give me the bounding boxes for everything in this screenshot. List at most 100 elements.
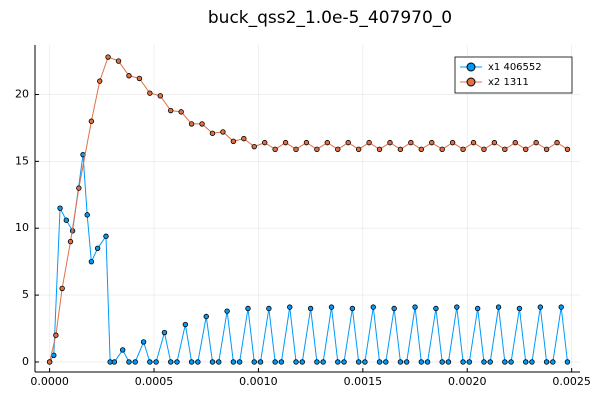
point bbox=[88, 258, 95, 265]
y-tick-label: 20 bbox=[15, 87, 29, 100]
point bbox=[63, 217, 70, 223]
point bbox=[523, 146, 529, 153]
point bbox=[53, 332, 59, 338]
point bbox=[147, 359, 153, 365]
point bbox=[224, 308, 230, 314]
point bbox=[303, 139, 310, 146]
point bbox=[391, 305, 397, 312]
point bbox=[94, 245, 101, 251]
point bbox=[282, 139, 289, 146]
point bbox=[188, 359, 195, 365]
series-line bbox=[49, 154, 568, 363]
point bbox=[495, 304, 502, 310]
point bbox=[439, 359, 445, 365]
point bbox=[341, 359, 347, 365]
point bbox=[251, 143, 257, 150]
point bbox=[335, 359, 341, 365]
point bbox=[355, 359, 362, 365]
point bbox=[366, 139, 372, 146]
point bbox=[418, 359, 425, 365]
point bbox=[412, 304, 418, 310]
legend-marker bbox=[466, 77, 476, 87]
point bbox=[126, 73, 132, 79]
point bbox=[362, 359, 368, 365]
point bbox=[216, 359, 222, 365]
point bbox=[157, 93, 163, 99]
point bbox=[470, 139, 477, 146]
point bbox=[88, 118, 95, 124]
point bbox=[126, 359, 132, 365]
point bbox=[324, 139, 331, 146]
x-tick-label: 0.0000 bbox=[30, 375, 69, 388]
point bbox=[454, 304, 460, 310]
point bbox=[241, 135, 247, 142]
x-tick-label: 0.0025 bbox=[552, 375, 591, 388]
point bbox=[105, 54, 111, 60]
point bbox=[220, 129, 226, 135]
point bbox=[136, 75, 143, 82]
point bbox=[512, 139, 518, 146]
point bbox=[508, 359, 514, 365]
point bbox=[168, 107, 174, 114]
point bbox=[278, 359, 285, 365]
point bbox=[474, 305, 481, 312]
point bbox=[424, 359, 431, 365]
point bbox=[236, 359, 243, 365]
point bbox=[209, 359, 216, 365]
point bbox=[293, 146, 299, 153]
legend-label: x1 406552 bbox=[488, 62, 542, 73]
point bbox=[299, 359, 305, 365]
point bbox=[307, 305, 314, 312]
point bbox=[335, 146, 341, 153]
point bbox=[97, 78, 103, 84]
point bbox=[188, 121, 195, 127]
point bbox=[502, 146, 508, 153]
point bbox=[529, 359, 535, 365]
point bbox=[174, 359, 180, 365]
y-tick-label: 0 bbox=[22, 355, 29, 368]
point bbox=[537, 304, 544, 310]
point bbox=[314, 146, 320, 153]
point bbox=[251, 359, 257, 365]
point bbox=[203, 313, 209, 320]
point bbox=[257, 359, 264, 365]
point bbox=[168, 359, 174, 365]
point bbox=[245, 305, 251, 312]
point bbox=[487, 359, 493, 365]
point bbox=[195, 359, 201, 365]
point bbox=[429, 139, 435, 146]
point bbox=[370, 304, 376, 310]
x-tick-label: 0.0015 bbox=[344, 375, 383, 388]
x-tick-label: 0.0020 bbox=[448, 375, 487, 388]
point bbox=[558, 304, 564, 310]
point bbox=[140, 339, 147, 345]
point bbox=[397, 146, 404, 153]
point bbox=[51, 352, 57, 358]
y-tick-label: 15 bbox=[15, 154, 29, 167]
point bbox=[376, 146, 383, 153]
point bbox=[533, 139, 539, 146]
point bbox=[349, 305, 356, 312]
x-tick-label: 0.0010 bbox=[239, 375, 278, 388]
y-tick-label: 5 bbox=[22, 288, 29, 301]
point bbox=[397, 359, 404, 365]
point bbox=[103, 233, 109, 239]
point bbox=[376, 359, 383, 365]
point bbox=[328, 304, 335, 310]
point bbox=[182, 321, 189, 328]
point bbox=[84, 212, 90, 218]
legend-label: x2 1311 bbox=[488, 77, 529, 88]
y-tick-label: 10 bbox=[15, 221, 29, 234]
point bbox=[543, 146, 550, 153]
legend: x1 406552 x2 1311 bbox=[454, 56, 573, 94]
point bbox=[481, 146, 487, 153]
point bbox=[433, 305, 439, 312]
point bbox=[46, 359, 53, 365]
point bbox=[199, 121, 205, 127]
point bbox=[76, 185, 82, 191]
point bbox=[523, 359, 529, 365]
point bbox=[564, 359, 571, 365]
point bbox=[408, 139, 414, 146]
point bbox=[272, 146, 278, 153]
